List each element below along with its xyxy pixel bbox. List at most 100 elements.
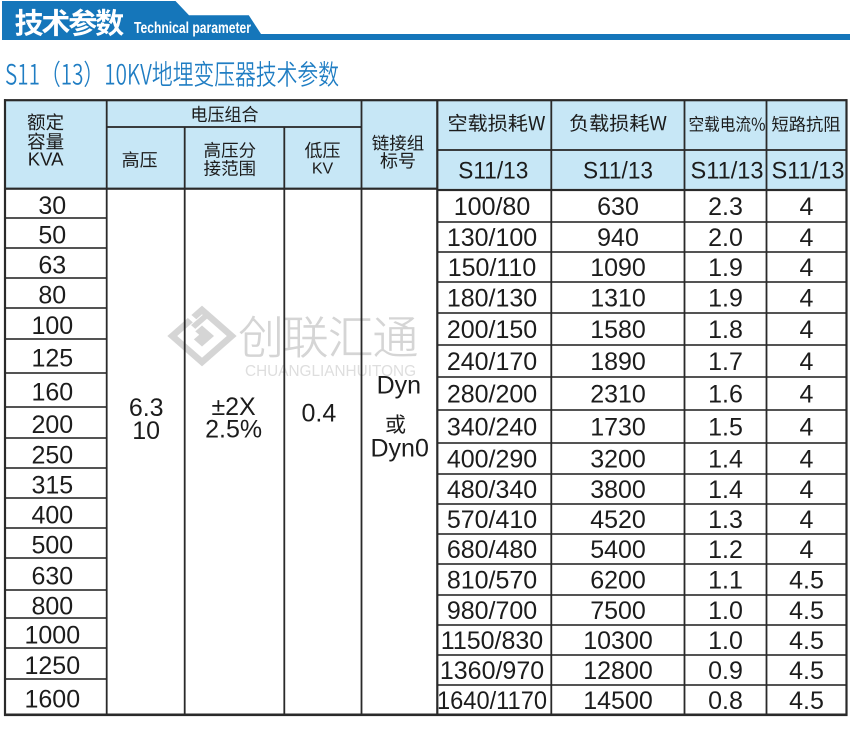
svg-text:1090: 1090 — [590, 254, 646, 282]
svg-text:2310: 2310 — [590, 381, 646, 409]
svg-text:1640/1170: 1640/1170 — [437, 687, 547, 715]
svg-text:CHUANGLIANHUITONG: CHUANGLIANHUITONG — [245, 363, 416, 380]
svg-text:1000: 1000 — [24, 622, 80, 650]
svg-text:940: 940 — [597, 224, 639, 252]
svg-text:4.5: 4.5 — [789, 627, 824, 655]
svg-text:480/340: 480/340 — [447, 476, 537, 504]
svg-text:1.4: 1.4 — [708, 446, 743, 474]
svg-text:Technical parameter: Technical parameter — [134, 20, 251, 37]
svg-text:1360/970: 1360/970 — [440, 657, 544, 685]
svg-text:50: 50 — [38, 222, 66, 250]
svg-text:4.5: 4.5 — [789, 567, 824, 595]
svg-text:200: 200 — [31, 411, 73, 439]
svg-text:S11/13: S11/13 — [691, 158, 764, 185]
svg-text:0.4: 0.4 — [302, 400, 337, 428]
svg-text:5400: 5400 — [590, 536, 646, 564]
svg-text:4520: 4520 — [590, 506, 646, 534]
svg-text:1310: 1310 — [590, 285, 646, 313]
svg-text:S11/13: S11/13 — [583, 158, 653, 185]
svg-text:250: 250 — [31, 442, 73, 470]
svg-text:3800: 3800 — [590, 476, 646, 504]
svg-text:4: 4 — [800, 348, 814, 376]
svg-text:500: 500 — [31, 532, 73, 560]
svg-text:3200: 3200 — [590, 446, 646, 474]
svg-text:4.5: 4.5 — [789, 687, 824, 715]
svg-text:S11/13: S11/13 — [458, 158, 528, 185]
svg-text:280/200: 280/200 — [447, 381, 537, 409]
svg-text:1.8: 1.8 — [708, 316, 743, 344]
svg-text:160: 160 — [31, 379, 73, 407]
svg-text:KV: KV — [312, 161, 334, 178]
svg-text:1600: 1600 — [24, 685, 80, 713]
svg-text:180/130: 180/130 — [447, 285, 537, 313]
svg-text:400: 400 — [31, 502, 73, 530]
svg-text:4: 4 — [800, 476, 814, 504]
svg-text:30: 30 — [38, 192, 66, 220]
svg-text:130/100: 130/100 — [447, 224, 537, 252]
svg-text:14500: 14500 — [583, 687, 653, 715]
svg-text:1730: 1730 — [590, 414, 646, 442]
svg-text:1.3: 1.3 — [708, 506, 743, 534]
svg-text:1.6: 1.6 — [708, 381, 743, 409]
svg-text:4: 4 — [800, 506, 814, 534]
svg-text:980/700: 980/700 — [447, 597, 537, 625]
svg-text:400/290: 400/290 — [447, 446, 537, 474]
svg-text:680/480: 680/480 — [447, 536, 537, 564]
svg-text:0.9: 0.9 — [708, 657, 743, 685]
svg-text:100/80: 100/80 — [454, 193, 530, 221]
svg-text:6200: 6200 — [590, 567, 646, 595]
svg-text:7500: 7500 — [590, 597, 646, 625]
svg-text:4: 4 — [800, 381, 814, 409]
svg-text:4: 4 — [800, 316, 814, 344]
svg-text:630: 630 — [597, 193, 639, 221]
svg-text:1890: 1890 — [590, 348, 646, 376]
svg-text:570/410: 570/410 — [447, 506, 537, 534]
svg-text:1.0: 1.0 — [708, 627, 743, 655]
svg-text:1250: 1250 — [24, 652, 80, 680]
svg-text:4: 4 — [800, 536, 814, 564]
svg-text:630: 630 — [31, 563, 73, 591]
svg-text:4: 4 — [800, 285, 814, 313]
svg-text:S11/13: S11/13 — [772, 158, 845, 185]
svg-text:125: 125 — [31, 345, 73, 373]
svg-text:1.1: 1.1 — [708, 567, 743, 595]
svg-text:340/240: 340/240 — [447, 414, 537, 442]
svg-text:2.5%: 2.5% — [205, 416, 262, 444]
svg-text:1150/830: 1150/830 — [441, 627, 543, 655]
svg-text:12800: 12800 — [583, 657, 653, 685]
svg-text:4: 4 — [800, 224, 814, 252]
svg-text:315: 315 — [31, 472, 73, 500]
svg-text:150/110: 150/110 — [448, 254, 537, 282]
svg-text:2.3: 2.3 — [708, 193, 743, 221]
svg-text:0.8: 0.8 — [708, 687, 743, 715]
svg-text:2.0: 2.0 — [708, 224, 743, 252]
svg-text:1.9: 1.9 — [708, 285, 743, 313]
svg-text:4.5: 4.5 — [789, 657, 824, 685]
svg-text:±2X: ±2X — [211, 393, 256, 421]
svg-text:4: 4 — [800, 414, 814, 442]
svg-text:4.5: 4.5 — [789, 597, 824, 625]
svg-text:200/150: 200/150 — [447, 316, 537, 344]
svg-text:1.0: 1.0 — [708, 597, 743, 625]
svg-text:10300: 10300 — [583, 627, 653, 655]
svg-text:KVA: KVA — [28, 149, 64, 170]
svg-text:80: 80 — [38, 282, 66, 310]
svg-text:100: 100 — [31, 312, 73, 340]
svg-text:1.7: 1.7 — [708, 348, 743, 376]
svg-text:63: 63 — [38, 252, 66, 280]
svg-text:1.4: 1.4 — [708, 476, 743, 504]
svg-text:800: 800 — [31, 593, 73, 621]
svg-text:Dyn: Dyn — [377, 372, 421, 400]
svg-text:Dyn0: Dyn0 — [371, 435, 429, 463]
svg-text:1.9: 1.9 — [708, 254, 743, 282]
svg-text:1.5: 1.5 — [708, 414, 743, 442]
svg-text:1580: 1580 — [590, 316, 646, 344]
svg-text:4: 4 — [800, 254, 814, 282]
svg-text:4: 4 — [800, 193, 814, 221]
svg-text:810/570: 810/570 — [447, 567, 537, 595]
svg-text:10: 10 — [132, 417, 160, 445]
svg-text:1.2: 1.2 — [708, 536, 743, 564]
svg-text:240/170: 240/170 — [447, 348, 537, 376]
svg-text:6.3: 6.3 — [129, 394, 164, 422]
svg-text:4: 4 — [800, 446, 814, 474]
